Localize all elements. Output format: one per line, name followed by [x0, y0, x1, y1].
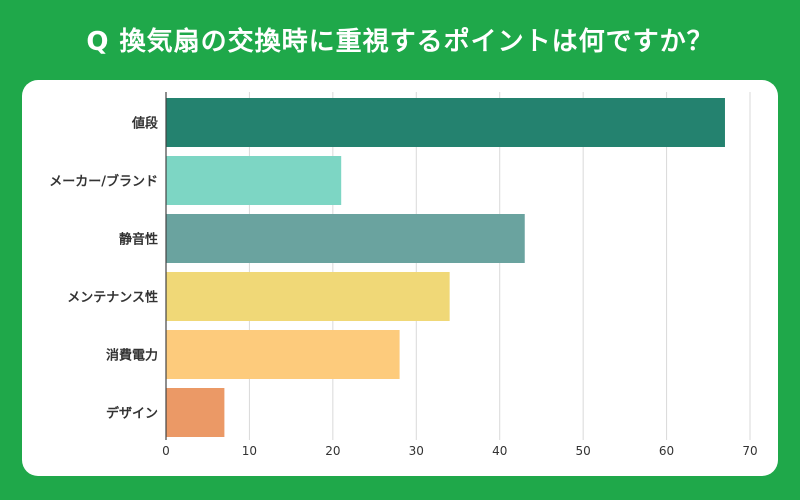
bar-0: [166, 98, 725, 147]
category-label: 消費電力: [106, 348, 158, 364]
bar-1: [166, 156, 342, 205]
bar-3: [166, 272, 450, 321]
bar-5: [166, 388, 225, 437]
x-axis-ticks: 0 10 20 30 40 50 60 70: [162, 444, 757, 458]
x-tick-label: 10: [242, 444, 257, 458]
category-label: 値段: [131, 116, 158, 132]
x-tick-label: 0: [162, 444, 170, 458]
bar-2: [166, 214, 525, 263]
x-tick-label: 60: [659, 444, 674, 458]
category-label: メーカー/ブランド: [49, 174, 158, 190]
x-tick-label: 70: [742, 444, 757, 458]
x-tick-label: 20: [325, 444, 340, 458]
x-tick-label: 30: [409, 444, 424, 458]
chart-title: Q 換気扇の交換時に重視するポイントは何ですか？: [86, 27, 714, 57]
bars: [166, 98, 725, 437]
category-label: メンテナンス性: [67, 290, 158, 306]
category-label: 静音性: [119, 232, 158, 248]
gridlines: [248, 92, 751, 440]
category-label: デザイン: [106, 406, 158, 422]
bar-4: [166, 330, 400, 379]
x-tick-label: 40: [492, 444, 507, 458]
x-tick-label: 50: [576, 444, 591, 458]
